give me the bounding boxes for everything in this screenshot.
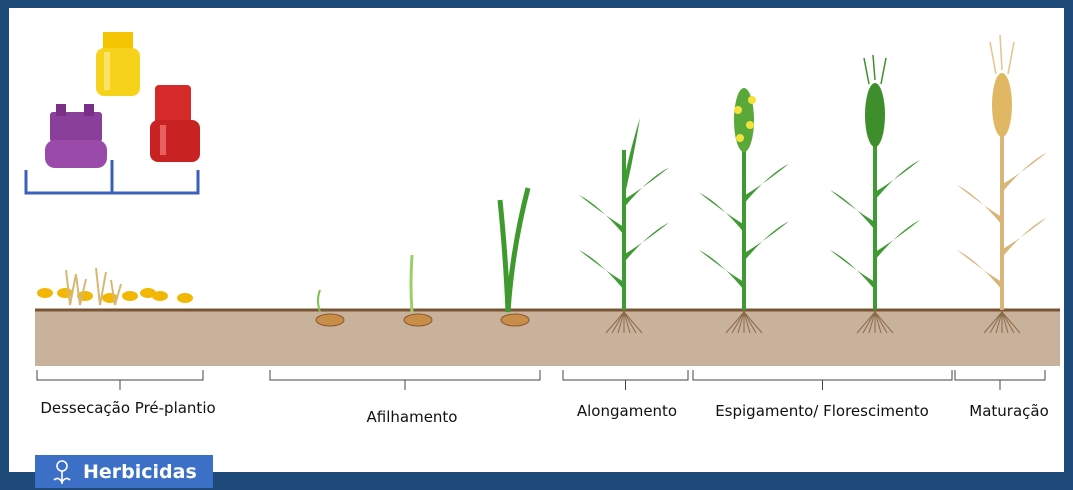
stage-label: Maturação — [969, 402, 1049, 420]
weed-leaf — [37, 288, 53, 298]
stage-label: Espigamento/ Florescimento — [715, 402, 929, 420]
seed — [404, 314, 432, 326]
stage-label: Dessecação Pré-plantio — [40, 399, 215, 417]
weed-leaf — [177, 293, 193, 303]
weed-leaf — [152, 291, 168, 301]
flower — [734, 106, 742, 114]
seed — [316, 314, 344, 326]
ear — [992, 73, 1012, 137]
flower — [746, 121, 754, 129]
ear — [865, 83, 885, 147]
soil — [35, 310, 1060, 366]
badge-label: Herbicidas — [83, 461, 197, 483]
weed-leaf — [57, 288, 73, 298]
seed — [501, 314, 529, 326]
stage-label: Afilhamento — [367, 408, 458, 426]
stage-label: Alongamento — [577, 402, 677, 420]
page: Dessecação Pré-plantio Afilhamento Along… — [0, 0, 1073, 490]
weed-leaf — [122, 291, 138, 301]
nozzle-purple — [45, 104, 107, 168]
diagram: Dessecação Pré-plantio Afilhamento Along… — [0, 0, 1073, 490]
flower — [736, 134, 744, 142]
sprout — [411, 255, 412, 312]
flower — [748, 96, 756, 104]
